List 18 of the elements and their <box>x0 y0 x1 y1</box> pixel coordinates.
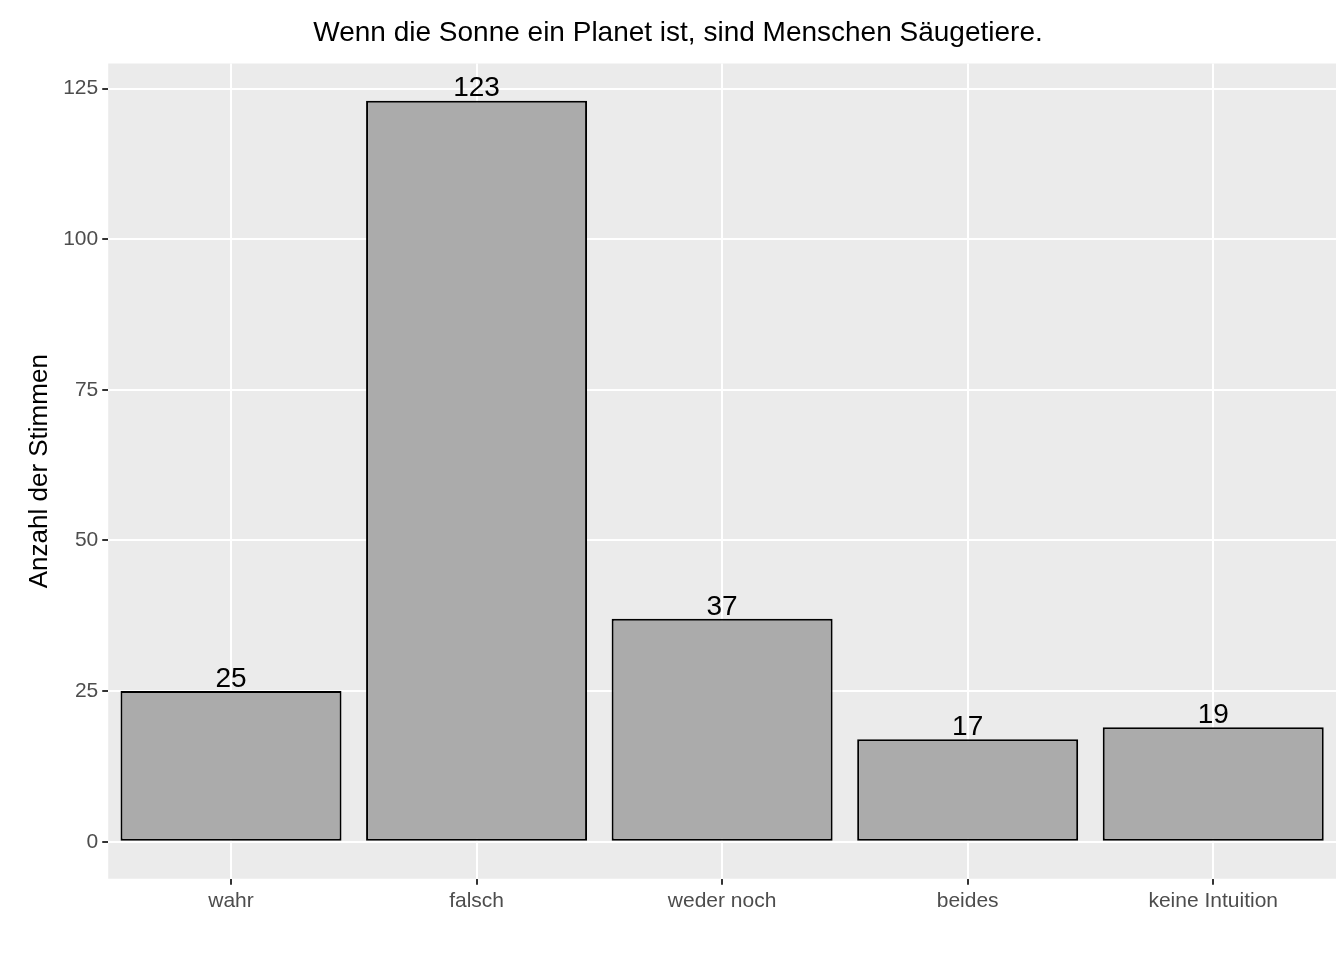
x-tick-label: keine Intuition <box>1148 888 1279 912</box>
y-tick-label: 125 <box>63 75 99 99</box>
y-tick-label: 50 <box>74 527 99 551</box>
y-tick-label: 100 <box>63 226 99 250</box>
chart-title: Wenn die Sonne ein Planet ist, sind Menschen Säugetiere. <box>313 15 1043 47</box>
y-tick-label: 25 <box>74 677 99 701</box>
data-label: 37 <box>706 589 738 621</box>
data-label: 17 <box>952 710 984 742</box>
x-tick-label: falsch <box>449 888 504 912</box>
y-axis-title: Anzahl der Stimmen <box>22 354 53 589</box>
x-tick-label: wahr <box>207 888 254 912</box>
data-label: 123 <box>453 71 500 103</box>
data-label: 19 <box>1197 697 1229 729</box>
data-label: 25 <box>215 661 247 693</box>
y-tick-label: 75 <box>74 376 99 400</box>
x-tick-label: weder noch <box>666 888 777 912</box>
y-tick-label: 0 <box>86 828 99 852</box>
x-tick-label: beides <box>936 888 999 912</box>
